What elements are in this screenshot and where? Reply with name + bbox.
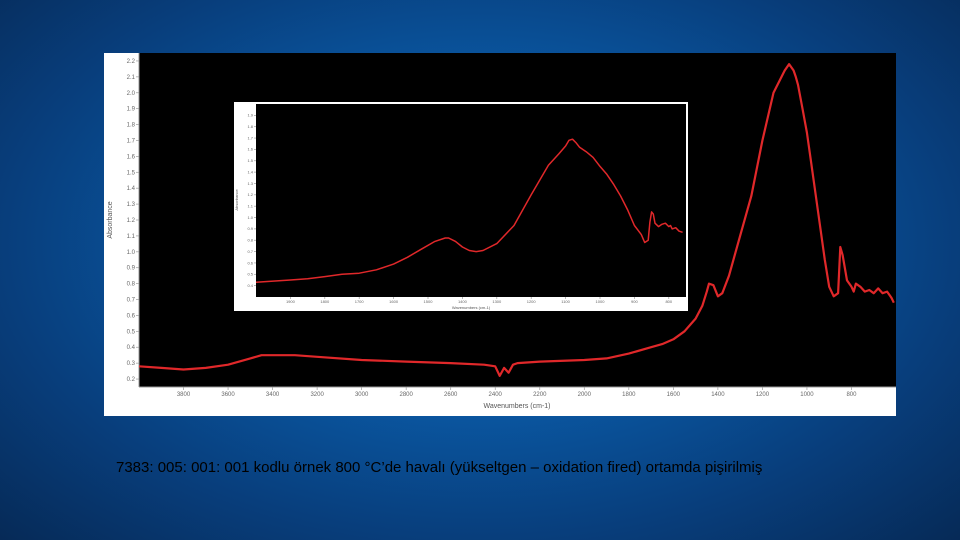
inset-y-tick-label: 0.6	[247, 260, 253, 265]
main-x-ticks: 3800 3600 3400 3200 3000 2800 2600 2400 2200 2000…	[177, 387, 857, 398]
inset-y-tick-label: 0.7	[247, 249, 253, 254]
main-x-tick-label: 2600	[444, 392, 458, 398]
inset-y-tick-label: 1.8	[247, 124, 253, 129]
inset-y-tick-label: 1.5	[247, 158, 253, 163]
inset-y-tick-label: 1.2	[247, 192, 253, 197]
inset-y-tick-label: 1.6	[247, 147, 253, 152]
main-y-tick-label: 1.7	[127, 138, 136, 144]
main-x-tick-label: 3000	[355, 392, 369, 398]
inset-x-tick-label: 1100	[561, 299, 570, 304]
inset-spectrum-chart: 1900 1800 1700 1600 1500 1400 1300 1200 1100 1000…	[234, 102, 688, 311]
inset-y-tick-label: 1.0	[247, 215, 253, 220]
main-y-tick-label: 1.3	[127, 202, 136, 208]
main-y-ticks: 0.2 0.3 0.4 0.5 0.6 0.7 0.8 0.9 1.0 1.1 1.2 1.3 1.4 1…	[127, 59, 139, 383]
main-x-tick-label: 1000	[800, 392, 814, 398]
main-x-axis-label: Wavenumbers (cm-1)	[483, 403, 550, 410]
main-y-tick-label: 1.9	[127, 107, 136, 113]
slide-caption: 7383: 005: 001: 001 kodlu örnek 800 °C’d…	[116, 459, 763, 476]
inset-y-tick-label: 0.4	[247, 283, 253, 288]
main-y-tick-label: 0.8	[127, 282, 136, 288]
inset-x-tick-label: 1000	[596, 299, 606, 304]
main-y-tick-label: 1.2	[127, 218, 136, 224]
inset-x-tick-label: 1900	[286, 299, 296, 304]
inset-x-tick-label: 1500	[424, 299, 434, 304]
inset-y-tick-label: 1.9	[247, 113, 253, 118]
inset-x-axis-label: Wavenumbers (cm-1)	[452, 305, 491, 310]
inset-x-tick-label: 1700	[355, 299, 365, 304]
inset-spectrum-line	[255, 138, 683, 283]
main-x-tick-label: 3400	[266, 392, 280, 398]
main-y-tick-label: 1.5	[127, 170, 136, 176]
inset-y-tick-label: 0.5	[247, 272, 253, 277]
main-spectrum-chart: 3800 3600 3400 3200 3000 2800 2600 2400 2200 2000…	[104, 53, 896, 416]
main-x-tick-label: 3600	[221, 392, 235, 398]
inset-y-tick-label: 0.8	[247, 238, 253, 243]
main-y-tick-label: 1.1	[127, 234, 136, 240]
main-x-tick-label: 3800	[177, 392, 191, 398]
inset-plot-area	[256, 104, 686, 297]
main-y-tick-label: 0.3	[127, 361, 136, 367]
inset-x-tick-label: 1300	[492, 299, 502, 304]
main-y-tick-label: 1.8	[127, 123, 136, 129]
main-x-tick-label: 1600	[667, 392, 681, 398]
main-y-tick-label: 0.2	[127, 377, 136, 383]
inset-x-ticks: 1900 1800 1700 1600 1500 1400 1300 1200 1100 1000…	[286, 297, 673, 304]
main-y-tick-label: 0.5	[127, 329, 136, 335]
main-y-axis-label: Absorbance	[107, 201, 114, 238]
main-y-tick-label: 2.1	[127, 75, 136, 81]
inset-y-tick-label: 1.3	[247, 181, 253, 186]
main-x-tick-label: 1400	[711, 392, 725, 398]
main-x-tick-label: 2200	[533, 392, 547, 398]
inset-x-tick-label: 1800	[320, 299, 330, 304]
inset-y-tick-label: 1.4	[247, 169, 253, 174]
inset-x-tick-label: 1200	[527, 299, 537, 304]
main-x-tick-label: 3200	[310, 392, 324, 398]
inset-y-ticks: 0.4 0.5 0.6 0.7 0.8 0.9 1.0 1.1 1.2 1.3 1.4 1.5 1.6 1…	[247, 113, 256, 288]
inset-x-tick-label: 900	[631, 299, 638, 304]
inset-x-tick-label: 1400	[458, 299, 468, 304]
main-x-tick-label: 1200	[756, 392, 770, 398]
main-x-tick-label: 2000	[578, 392, 592, 398]
main-y-tick-label: 2.2	[127, 59, 136, 65]
main-x-tick-label: 800	[846, 392, 857, 398]
main-y-tick-label: 0.7	[127, 298, 136, 304]
main-x-tick-label: 2800	[399, 392, 413, 398]
main-x-tick-label: 2400	[489, 392, 503, 398]
main-y-tick-label: 0.6	[127, 313, 136, 319]
inset-y-axis-label: Absorbance	[234, 189, 239, 211]
main-y-tick-label: 0.4	[127, 345, 136, 351]
main-x-tick-label: 1800	[622, 392, 636, 398]
inset-x-tick-label: 1600	[389, 299, 399, 304]
main-y-tick-label: 1.0	[127, 250, 136, 256]
main-y-tick-label: 1.6	[127, 154, 136, 160]
inset-y-tick-label: 1.7	[247, 135, 253, 140]
main-y-tick-label: 2.0	[127, 91, 136, 97]
inset-y-tick-label: 0.9	[247, 226, 253, 231]
inset-x-tick-label: 800	[665, 299, 672, 304]
main-y-tick-label: 0.9	[127, 266, 136, 272]
main-y-tick-label: 1.4	[127, 186, 136, 192]
main-spectrum-line	[138, 62, 895, 377]
inset-y-tick-label: 1.1	[247, 204, 253, 209]
